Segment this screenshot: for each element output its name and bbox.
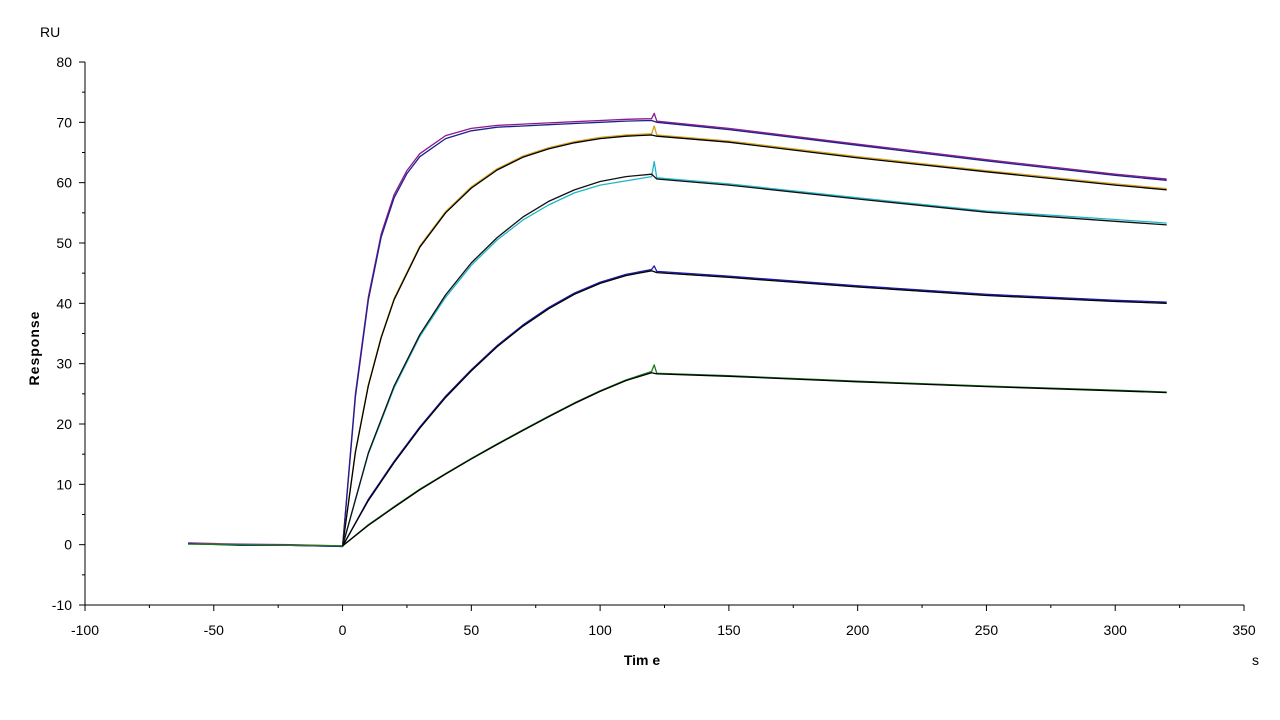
series-line	[342, 372, 1167, 547]
y-tick-label: 50	[56, 235, 72, 251]
x-axis-ticks: -100 -50 0 50 100 150 200 250 300 350	[71, 605, 1256, 638]
x-tick-label: 350	[1232, 622, 1256, 638]
y-unit-label: RU	[40, 24, 60, 40]
series-line	[341, 134, 1167, 546]
x-tick-label: 100	[588, 622, 612, 638]
y-tick-label: 80	[56, 54, 72, 70]
series-line	[187, 112, 1167, 547]
series-line	[187, 125, 1167, 547]
x-tick-label: 200	[846, 622, 870, 638]
y-tick-label: 0	[64, 537, 72, 553]
x-tick-label: 300	[1104, 622, 1128, 638]
x-tick-label: -100	[71, 622, 99, 638]
plot-lines	[187, 112, 1167, 548]
series-line	[342, 270, 1167, 547]
y-tick-label: 70	[56, 114, 72, 130]
y-tick-label: 40	[56, 295, 72, 311]
series-line	[341, 160, 1167, 547]
series-line	[187, 119, 1167, 548]
y-tick-label: 10	[56, 476, 72, 492]
series-line	[187, 265, 1167, 548]
y-tick-label: 30	[56, 356, 72, 372]
y-axis-title: Response	[26, 311, 42, 386]
series-line	[187, 364, 1167, 547]
x-tick-label: 150	[717, 622, 741, 638]
y-tick-label: 60	[56, 175, 72, 191]
x-tick-label: 0	[339, 622, 347, 638]
y-tick-label: -10	[52, 597, 72, 613]
x-tick-label: -50	[204, 622, 224, 638]
y-axis-ticks: -10 0 10 20 30 40 50 60 70 80	[52, 54, 85, 613]
x-axis-title: Tim e	[624, 652, 661, 668]
series-line	[341, 173, 1167, 547]
x-unit-label: s	[1252, 652, 1259, 668]
x-tick-label: 250	[975, 622, 999, 638]
x-tick-label: 50	[464, 622, 480, 638]
y-tick-label: 20	[56, 416, 72, 432]
